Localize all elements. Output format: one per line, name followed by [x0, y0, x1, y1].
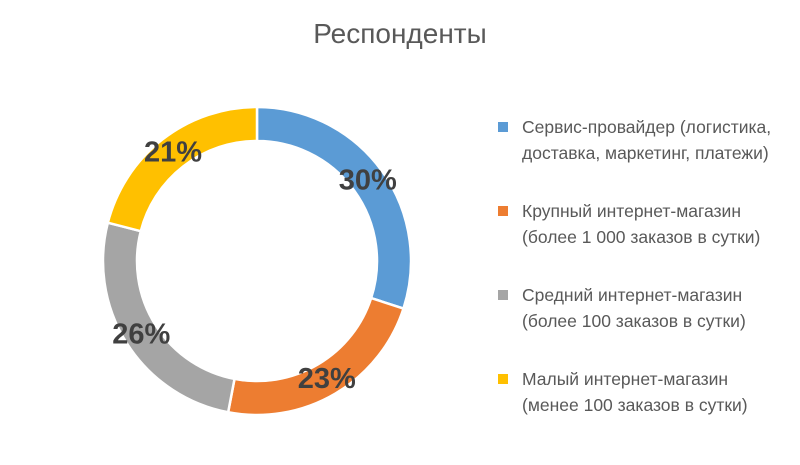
donut-slice [106, 105, 259, 233]
legend-item: Малый интернет-магазин (менее 100 заказо… [498, 366, 798, 450]
legend-item: Крупный интернет-магазин (более 1 000 за… [498, 198, 798, 282]
chart-title: Респонденты [313, 18, 487, 49]
legend-label-line: Средний интернет-магазин [522, 285, 743, 305]
legend-label: Крупный интернет-магазин (более 1 000 за… [522, 198, 760, 250]
data-label: 23% [298, 363, 356, 395]
data-label: 30% [339, 164, 397, 196]
legend-label-line: Малый интернет-магазин [522, 369, 729, 389]
legend-label-line: доставка, маркетинг, платежи) [522, 143, 769, 163]
legend-label-line: (более 1 000 заказов в сутки) [522, 227, 761, 247]
legend-swatch [498, 290, 508, 300]
legend-swatch [498, 374, 508, 384]
data-label: 21% [144, 137, 202, 169]
donut-slice [226, 296, 406, 417]
legend-label-line: (более 100 заказов в сутки) [522, 311, 746, 331]
legend-item: Сервис-провайдер (логистика, доставка, м… [498, 114, 798, 198]
legend-label-line: (менее 100 заказов в сутки) [522, 395, 748, 415]
data-label: 26% [112, 318, 170, 350]
legend-label-line: Крупный интернет-магазин [522, 201, 741, 221]
legend-swatch [498, 206, 508, 216]
legend: Сервис-провайдер (логистика, доставка, м… [498, 114, 798, 450]
legend-swatch [498, 122, 508, 132]
legend-item: Средний интернет-магазин (более 100 зака… [498, 282, 798, 366]
donut-slice [255, 105, 413, 311]
legend-label-line: Сервис-провайдер (логистика, [522, 117, 772, 137]
legend-label: Средний интернет-магазин (более 100 зака… [522, 282, 746, 334]
legend-label: Малый интернет-магазин (менее 100 заказо… [522, 366, 748, 418]
legend-label: Сервис-провайдер (логистика, доставка, м… [522, 114, 771, 166]
